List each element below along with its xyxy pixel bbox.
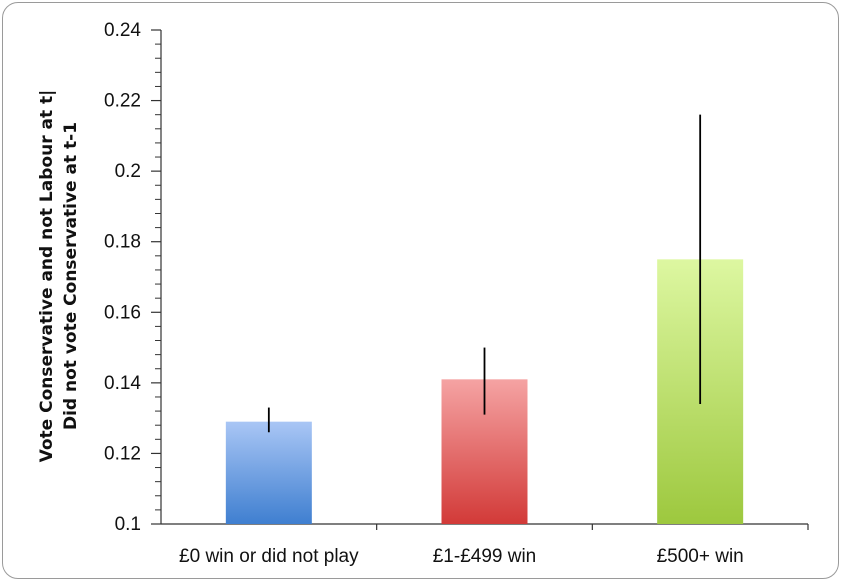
y-axis: 0.1 0.12 0.14 0.16 0.18 0.2 0.22 0.24 [104, 20, 162, 535]
y-tick-label: 0.14 [104, 373, 141, 394]
y-axis-label-line-2: Did not vote Conservative at t-1 [61, 122, 81, 430]
x-category-label: £1-£499 win [433, 546, 537, 567]
category-labels: £0 win or did not play £1-£499 win £500+ w… [179, 546, 744, 567]
bar [225, 421, 312, 524]
y-tick-label: 0.2 [115, 161, 141, 182]
y-axis-label-line-1: Vote Conservative and not Labour at t| [37, 90, 57, 463]
y-tick-label: 0.12 [104, 443, 141, 464]
y-tick-label: 0.1 [115, 514, 141, 535]
x-category-label: £0 win or did not play [179, 546, 359, 567]
y-tick-label: 0.24 [104, 20, 141, 41]
error-bars [267, 114, 702, 433]
x-category-label: £500+ win [657, 546, 744, 567]
y-tick-label: 0.18 [104, 232, 141, 253]
x-axis [161, 523, 809, 530]
y-tick-label: 0.16 [104, 302, 141, 323]
y-tick-label: 0.22 [104, 91, 141, 112]
